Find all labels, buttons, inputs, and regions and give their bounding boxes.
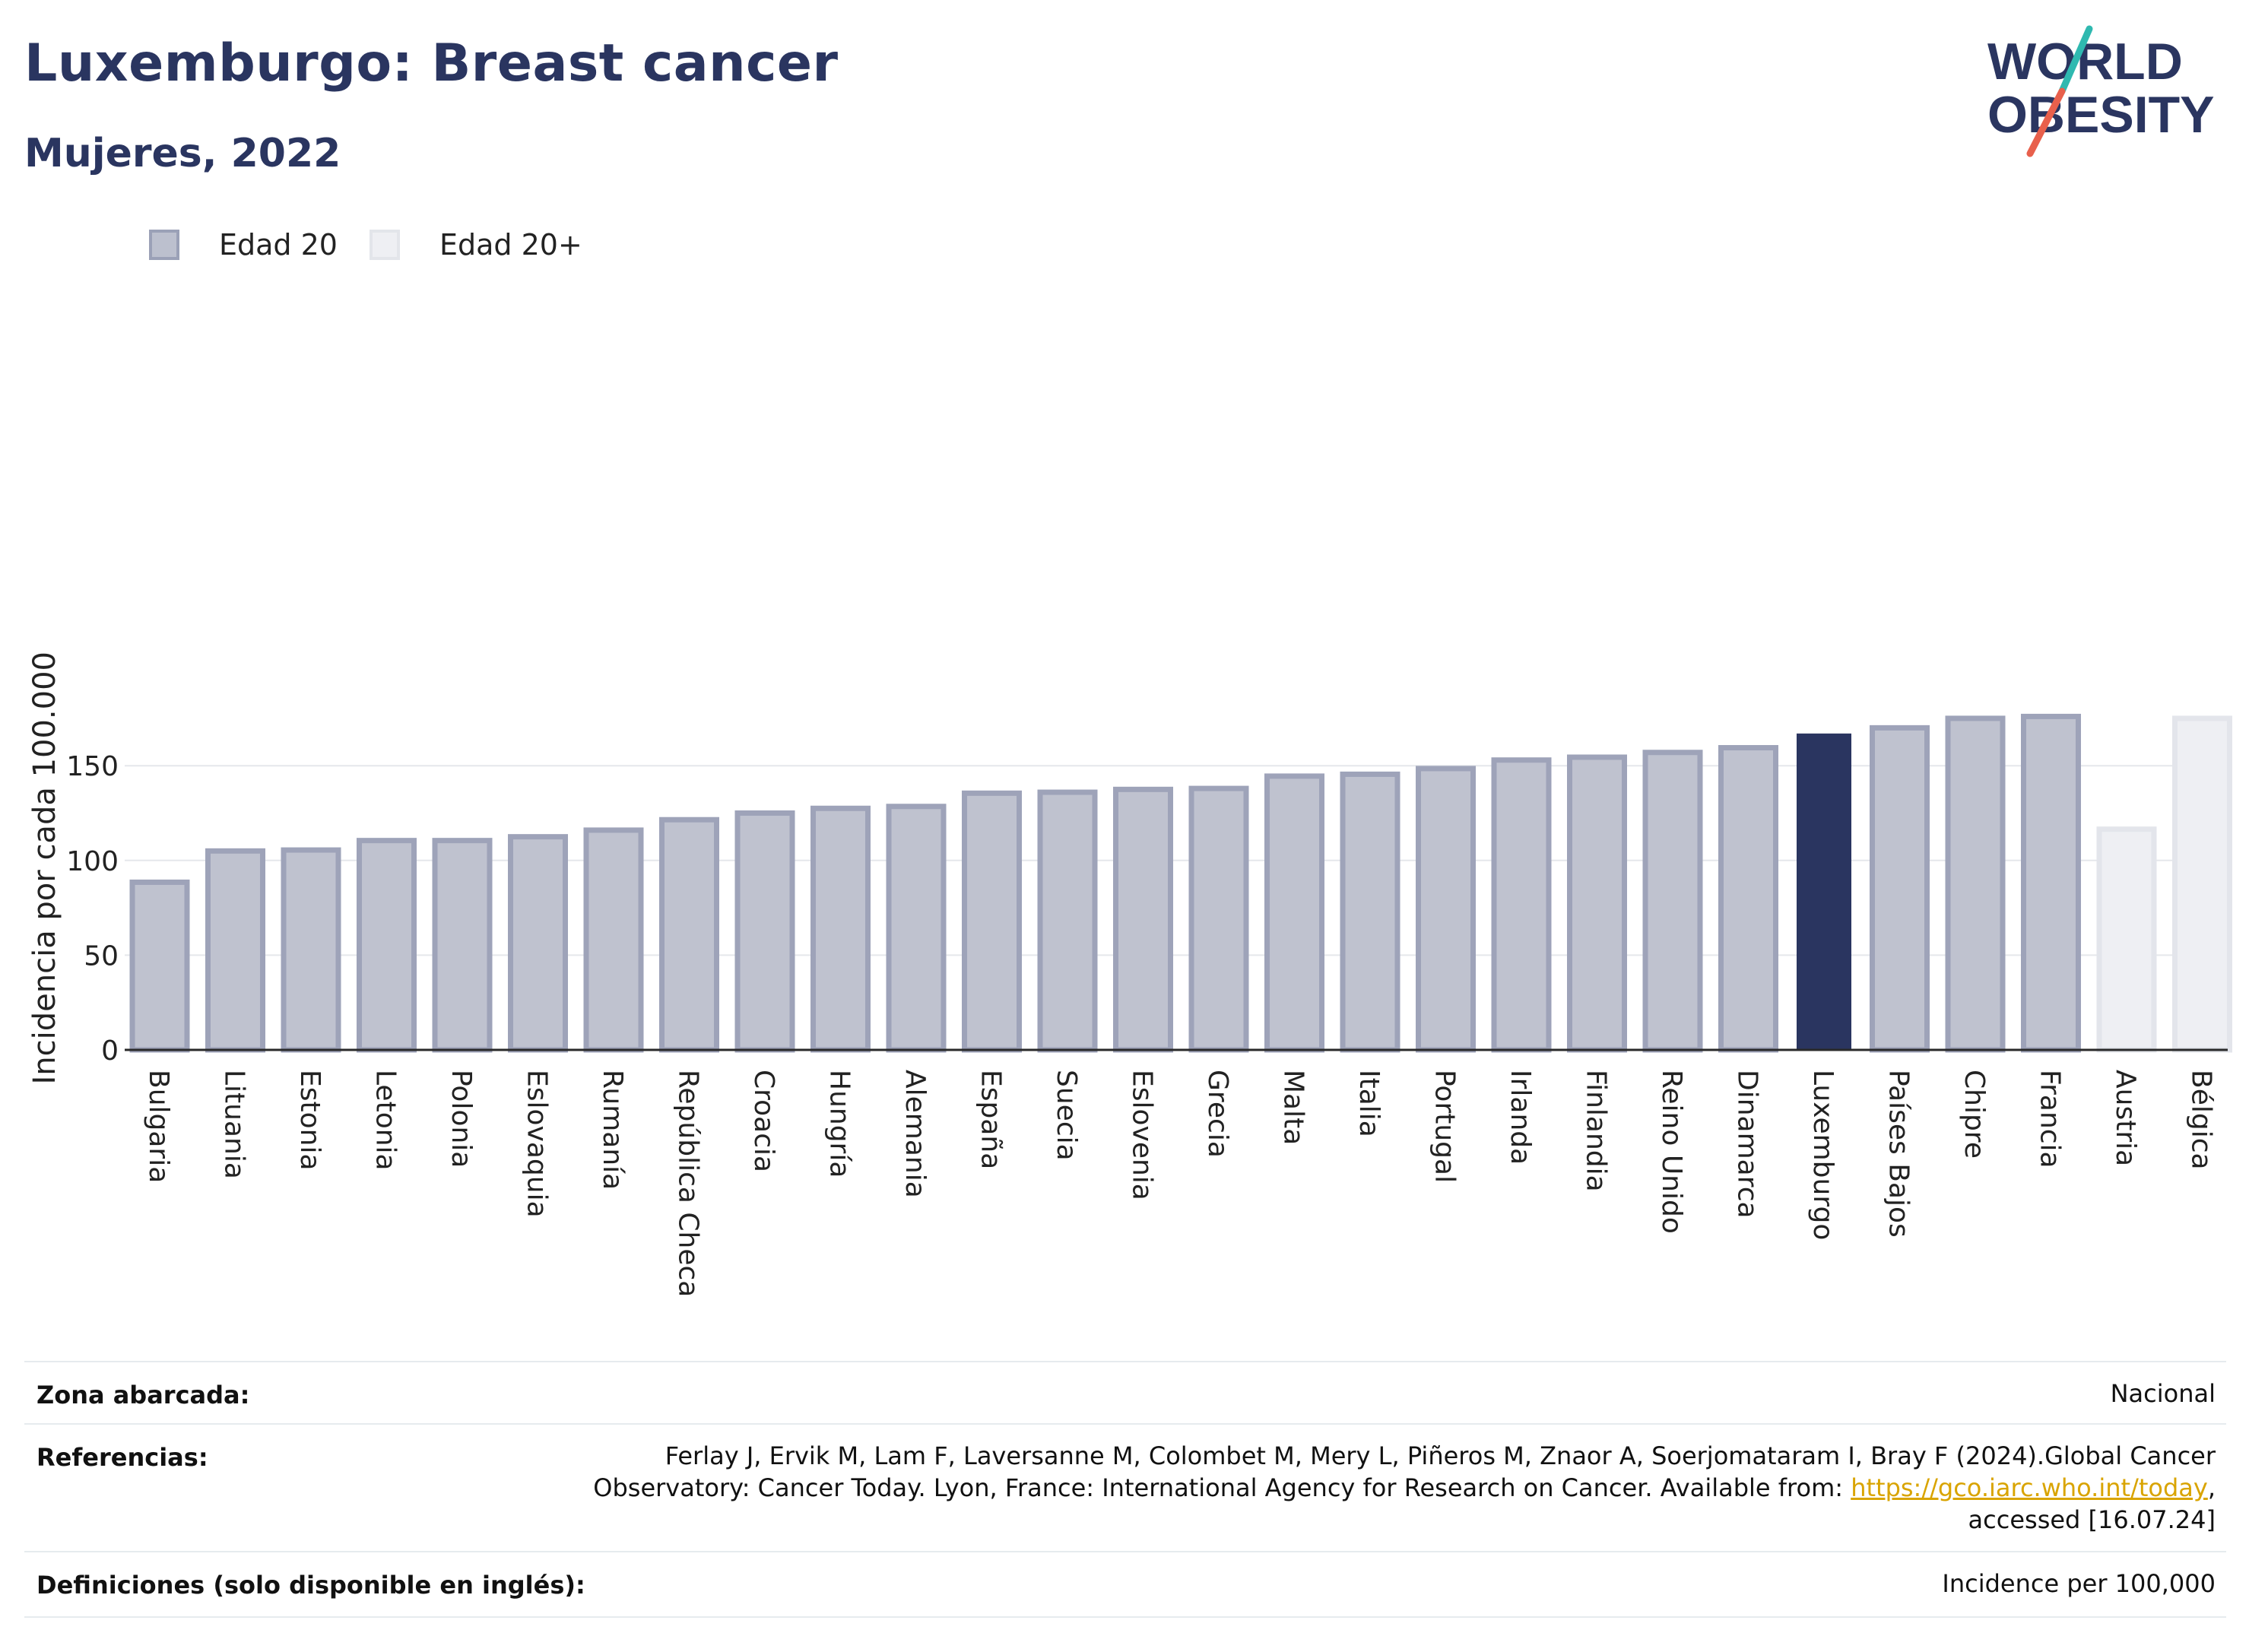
bar-eslovaquia <box>508 834 568 1053</box>
bar-rep-blica-checa <box>659 816 719 1053</box>
x-tick-label-chipre: Chipre <box>1959 1070 1990 1159</box>
bar-alemania <box>886 804 947 1053</box>
bar-lituania <box>205 848 265 1053</box>
reference-link[interactable]: https://gco.iarc.who.int/today <box>1851 1473 2208 1502</box>
x-tick-label-letonia: Letonia <box>370 1070 401 1171</box>
bar-francia <box>2021 713 2081 1053</box>
bar-espa-a <box>962 790 1022 1053</box>
footer-label-definiciones: Definiciones (solo disponible en inglés)… <box>36 1571 585 1600</box>
legend-swatch-edad-20-plus <box>370 230 400 260</box>
y-tick-label-50: 50 <box>84 940 119 972</box>
bar-dinamarca <box>1718 745 1778 1053</box>
x-tick-label-grecia: Grecia <box>1202 1070 1233 1158</box>
y-tick-label-0: 0 <box>101 1035 119 1067</box>
footer-row-zona: Zona abarcada: Nacional <box>24 1361 2226 1425</box>
chart-title: Luxemburgo: Breast cancer <box>24 33 839 94</box>
footer-value-definiciones: Incidence per 100,000 <box>1942 1569 2216 1598</box>
chart-subtitle: Mujeres, 2022 <box>24 131 341 176</box>
footer-row-definiciones: Definiciones (solo disponible en inglés)… <box>24 1551 2226 1618</box>
reference-line-2-text: Observatory: Cancer Today. Lyon, France:… <box>593 1473 1851 1502</box>
bar-letonia <box>357 838 417 1053</box>
x-tick-label-hungr-a: Hungría <box>824 1070 855 1178</box>
x-tick-label-polonia: Polonia <box>446 1070 477 1168</box>
x-tick-label-italia: Italia <box>1353 1070 1385 1137</box>
bar-polonia <box>432 838 493 1053</box>
footer-label-zona: Zona abarcada: <box>36 1381 250 1409</box>
bar-reino-unido <box>1642 750 1703 1053</box>
bar-finlandia <box>1567 754 1627 1053</box>
bar-hungr-a <box>810 805 871 1053</box>
bar-b-lgica <box>2172 715 2232 1053</box>
bar-suecia <box>1037 789 1098 1053</box>
reference-comma: , <box>2207 1473 2216 1502</box>
logo-slash-bottom <box>2026 87 2066 157</box>
x-tick-label-espa-a: España <box>975 1070 1007 1169</box>
legend-label-edad-20: Edad 20 <box>219 228 338 262</box>
bar-estonia <box>281 847 341 1053</box>
x-tick-label-b-lgica: Bélgica <box>2186 1070 2217 1170</box>
bar-chipre <box>1945 715 2006 1053</box>
bar-pa-ses-bajos <box>1870 725 1930 1053</box>
footer-value-zona: Nacional <box>2110 1379 2216 1408</box>
bar-grecia <box>1188 785 1249 1053</box>
y-tick-label-100: 100 <box>66 846 119 877</box>
footer-row-referencias: Referencias: Ferlay J, Ervik M, Lam F, L… <box>24 1423 2226 1552</box>
reference-line-2: Observatory: Cancer Today. Lyon, France:… <box>593 1472 2216 1504</box>
x-tick-label-reino-unido: Reino Unido <box>1656 1070 1687 1234</box>
footer-label-referencias: Referencias: <box>36 1443 208 1472</box>
reference-line-1: Ferlay J, Ervik M, Lam F, Laversanne M, … <box>665 1441 2216 1470</box>
y-tick-label-150: 150 <box>66 751 119 782</box>
world-obesity-logo: WORLD OBESITY <box>1987 25 2215 157</box>
logo-slash-top <box>2058 25 2093 95</box>
x-tick-label-rep-blica-checa: República Checa <box>673 1070 704 1297</box>
legend-swatch-edad-20 <box>149 230 179 260</box>
x-tick-label-eslovenia: Eslovenia <box>1127 1070 1158 1200</box>
bar-portugal <box>1416 766 1476 1053</box>
x-tick-label-portugal: Portugal <box>1429 1070 1461 1183</box>
bar-ruman-a <box>583 827 644 1053</box>
x-tick-label-estonia: Estonia <box>294 1070 325 1171</box>
x-tick-label-dinamarca: Dinamarca <box>1732 1070 1763 1219</box>
x-tick-label-ruman-a: Rumanía <box>597 1070 628 1190</box>
bar-luxemburgo <box>1797 733 1851 1050</box>
x-tick-label-luxemburgo: Luxemburgo <box>1807 1070 1838 1240</box>
x-tick-label-austria: Austria <box>2110 1070 2141 1166</box>
bar-eslovenia <box>1113 786 1173 1053</box>
x-tick-label-alemania: Alemania <box>899 1070 931 1198</box>
x-tick-label-malta: Malta <box>1278 1070 1309 1145</box>
x-tick-label-eslovaquia: Eslovaquia <box>522 1070 553 1218</box>
x-tick-label-bulgaria: Bulgaria <box>143 1070 174 1183</box>
x-tick-label-irlanda: Irlanda <box>1505 1070 1536 1165</box>
x-tick-label-finlandia: Finlandia <box>1581 1070 1612 1192</box>
bar-bulgaria <box>129 879 190 1053</box>
logo-line2: OBESITY <box>1987 86 2215 144</box>
x-tick-label-suecia: Suecia <box>1051 1070 1082 1161</box>
bar-italia <box>1340 771 1400 1053</box>
y-axis-label: Incidencia por cada 100.000 <box>27 652 62 1085</box>
bar-austria <box>2096 826 2157 1053</box>
x-tick-label-lituania: Lituania <box>219 1070 250 1179</box>
reference-line-3: accessed [16.07.24] <box>1968 1505 2216 1534</box>
x-tick-label-francia: Francia <box>2035 1070 2066 1168</box>
x-tick-label-pa-ses-bajos: Países Bajos <box>1883 1070 1914 1238</box>
x-tick-label-croacia: Croacia <box>748 1070 779 1172</box>
footer-value-referencias: Ferlay J, Ervik M, Lam F, Laversanne M, … <box>593 1440 2216 1536</box>
legend-label-edad-20-plus: Edad 20+ <box>439 228 582 262</box>
bar-irlanda <box>1491 757 1552 1053</box>
bar-malta <box>1264 773 1324 1053</box>
bar-croacia <box>734 810 795 1053</box>
